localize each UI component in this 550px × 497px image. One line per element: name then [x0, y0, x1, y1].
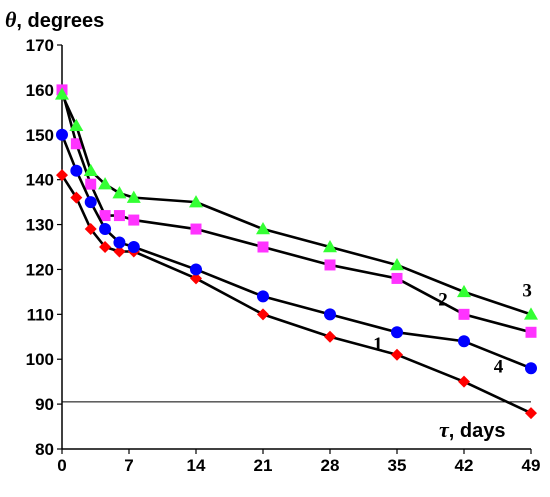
data-point	[70, 164, 83, 177]
data-point	[256, 222, 270, 235]
data-point	[113, 236, 126, 249]
data-point	[55, 87, 69, 100]
data-point	[324, 259, 336, 271]
data-point	[112, 186, 127, 199]
data-point	[98, 177, 113, 190]
y-tick-label: 160	[26, 81, 54, 100]
data-point	[70, 138, 82, 150]
data-point	[99, 241, 112, 253]
series-2	[56, 84, 537, 338]
data-point	[83, 163, 98, 176]
y-tick-label: 100	[26, 350, 54, 369]
data-point	[84, 196, 97, 209]
x-tick-label: 35	[388, 456, 407, 475]
series-label-2: 2	[438, 289, 448, 310]
x-axis-title: τ, days	[439, 417, 505, 442]
data-point	[56, 128, 68, 141]
data-point	[458, 375, 470, 388]
x-tick-label: 28	[321, 456, 340, 475]
x-tick-label: 49	[522, 456, 541, 475]
data-point	[85, 178, 97, 190]
y-tick-label: 80	[35, 440, 54, 459]
data-point	[126, 190, 141, 203]
series-labels-group: 1 2 3 4	[373, 280, 532, 377]
data-point	[324, 330, 336, 343]
data-point	[525, 326, 537, 338]
data-point	[190, 263, 202, 276]
data-point	[458, 308, 470, 320]
data-point	[56, 169, 68, 182]
y-tick-label: 90	[35, 395, 54, 414]
data-point	[391, 348, 403, 361]
series-line-2	[60, 89, 532, 334]
x-tick-label: 21	[254, 456, 273, 475]
data-point	[391, 272, 403, 284]
x-tick-label: 7	[124, 456, 133, 475]
y-tick-label: 170	[26, 36, 54, 55]
x-axis-unit: , days	[449, 420, 506, 442]
data-point	[128, 214, 140, 226]
series-4	[56, 128, 537, 375]
data-point	[189, 195, 203, 208]
data-point	[69, 118, 84, 132]
series-line-3	[60, 93, 532, 316]
x-tick-label: 42	[455, 456, 474, 475]
data-point	[113, 210, 125, 222]
x-tick-label: 14	[187, 456, 206, 475]
y-tick-label: 110	[27, 305, 54, 324]
y-tick-label: 130	[26, 216, 54, 235]
series-label-1: 1	[373, 334, 383, 355]
y-axis-symbol: θ	[5, 7, 17, 32]
y-axis-unit: , degrees	[16, 10, 104, 32]
data-point	[257, 241, 269, 253]
y-axis-title: θ, degrees	[5, 7, 104, 32]
data-point	[257, 290, 269, 303]
data-point	[190, 272, 202, 285]
x-axis-symbol: τ	[439, 417, 450, 442]
data-point	[99, 223, 112, 236]
series-line-1	[60, 174, 532, 415]
x-tick-label: 0	[57, 456, 66, 475]
data-point	[524, 307, 538, 320]
data-point	[390, 257, 404, 271]
data-point	[70, 191, 83, 204]
data-point	[324, 308, 336, 321]
data-point	[84, 223, 97, 236]
data-point	[458, 335, 470, 348]
series-label-4: 4	[494, 357, 504, 378]
data-point	[99, 210, 111, 222]
data-point	[257, 308, 269, 321]
data-point	[113, 245, 126, 258]
data-point	[127, 241, 140, 253]
data-point	[457, 284, 471, 298]
series-3	[55, 87, 538, 320]
data-point	[323, 240, 337, 253]
y-tick-label: 140	[26, 171, 54, 190]
series-label-3: 3	[522, 280, 532, 301]
series-group	[55, 84, 538, 420]
data-point	[190, 223, 202, 235]
y-tick-label: 120	[26, 260, 54, 279]
data-point	[391, 326, 403, 339]
data-point	[525, 407, 537, 420]
data-point	[525, 362, 537, 375]
y-tick-label: 150	[26, 126, 54, 145]
